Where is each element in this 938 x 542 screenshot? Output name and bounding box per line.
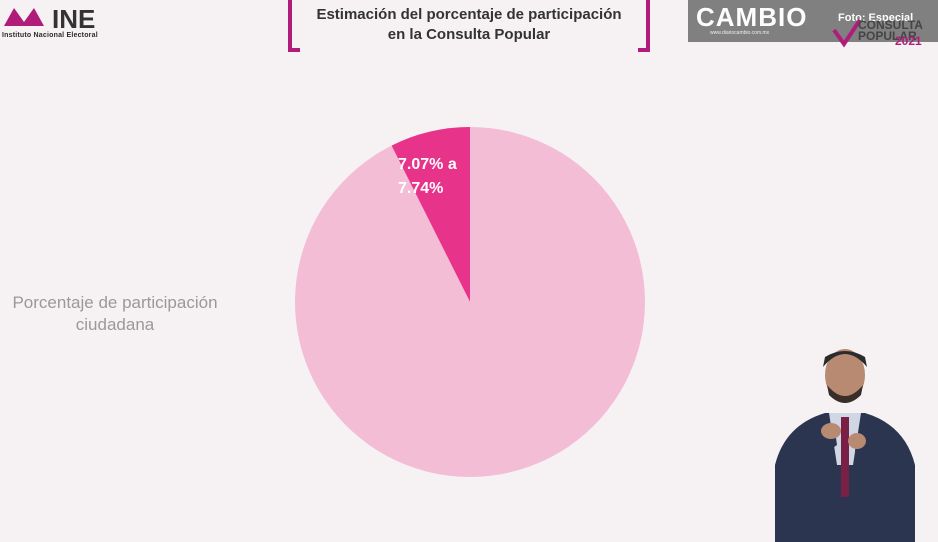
photo-credit: Foto: Especial	[838, 12, 914, 24]
cambio-url: www.diariocambio.com.mx	[710, 30, 770, 36]
ine-logo: INE Instituto Nacional Electoral	[0, 0, 150, 44]
title-bracket-left	[288, 0, 300, 52]
ine-logo-letters: INE	[52, 4, 95, 34]
chart-legend-label: Porcentaje de participación ciudadana	[12, 293, 218, 334]
cambio-watermark: CAMBIO www.diariocambio.com.mx Foto: Esp…	[688, 0, 938, 42]
cambio-brand: CAMBIO	[696, 2, 808, 32]
chart-title-line2: en la Consulta Popular	[387, 26, 551, 43]
consulta-badge-year: 2021	[895, 34, 922, 48]
consulta-badge-text: CONSULTA POPULAR	[858, 18, 923, 43]
title-bracket-right	[638, 0, 650, 52]
sign-language-interpreter	[775, 349, 915, 542]
pie-slice-0	[391, 127, 470, 302]
chart-title-line1: Estimación del porcentaje de participaci…	[316, 6, 622, 23]
pie-slice-1	[294, 127, 645, 478]
consulta-checkmark-icon	[832, 18, 862, 48]
ine-logo-icon: INE	[4, 4, 95, 34]
chart-title: Estimación del porcentaje de participaci…	[302, 5, 636, 45]
chart-title-box: Estimación del porcentaje de participaci…	[288, 0, 650, 52]
slice-data-label: 7.07% a 7.74%	[398, 156, 457, 197]
ine-logo-subtitle: Instituto Nacional Electoral	[2, 32, 98, 39]
